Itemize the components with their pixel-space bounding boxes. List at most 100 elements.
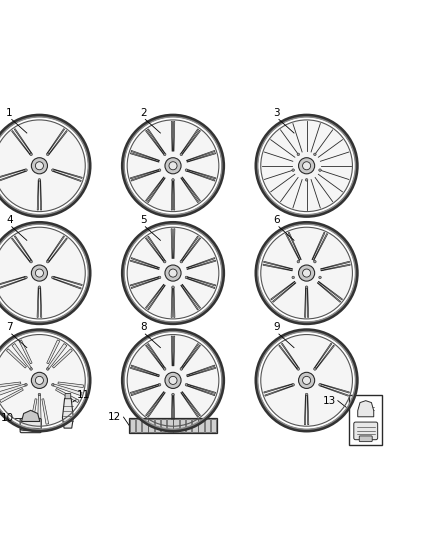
Circle shape (127, 227, 219, 319)
Circle shape (303, 269, 311, 277)
Bar (129, 418, 217, 432)
Polygon shape (182, 177, 201, 201)
Polygon shape (318, 281, 343, 300)
Polygon shape (148, 344, 165, 368)
Polygon shape (30, 399, 37, 424)
Polygon shape (182, 130, 201, 155)
Polygon shape (358, 401, 374, 417)
Polygon shape (171, 122, 173, 151)
Circle shape (319, 169, 321, 172)
Circle shape (46, 368, 49, 370)
Bar (205, 419, 210, 432)
Circle shape (25, 383, 27, 386)
Circle shape (163, 261, 166, 263)
Polygon shape (40, 180, 42, 210)
Polygon shape (12, 343, 32, 369)
Text: 6: 6 (273, 215, 280, 225)
Circle shape (52, 383, 54, 386)
Polygon shape (131, 278, 159, 288)
Circle shape (299, 158, 314, 174)
Polygon shape (187, 150, 215, 161)
Polygon shape (182, 284, 201, 309)
Polygon shape (321, 384, 350, 393)
Polygon shape (264, 261, 293, 269)
Polygon shape (182, 345, 201, 369)
Circle shape (292, 383, 294, 386)
Polygon shape (173, 180, 175, 210)
Polygon shape (187, 367, 215, 377)
Polygon shape (271, 281, 295, 300)
Polygon shape (187, 169, 215, 179)
Polygon shape (62, 398, 74, 428)
Polygon shape (145, 284, 164, 309)
Polygon shape (0, 384, 26, 395)
Bar (136, 419, 141, 432)
Polygon shape (131, 384, 159, 393)
Bar (155, 419, 160, 432)
Polygon shape (53, 169, 82, 179)
Polygon shape (171, 229, 173, 259)
Circle shape (172, 179, 174, 181)
Ellipse shape (20, 428, 41, 431)
Polygon shape (171, 180, 173, 210)
Bar (350, 394, 382, 445)
Polygon shape (181, 177, 198, 203)
Polygon shape (173, 287, 175, 317)
Circle shape (292, 276, 294, 279)
Circle shape (297, 261, 300, 263)
Circle shape (169, 376, 177, 384)
Circle shape (297, 368, 300, 370)
Circle shape (314, 368, 316, 370)
Circle shape (305, 393, 308, 395)
Polygon shape (187, 260, 215, 270)
Polygon shape (58, 382, 84, 387)
Polygon shape (181, 129, 198, 154)
Circle shape (261, 335, 353, 426)
Polygon shape (187, 278, 215, 288)
Polygon shape (181, 392, 198, 417)
Polygon shape (264, 384, 293, 393)
Polygon shape (14, 236, 32, 261)
Polygon shape (47, 128, 64, 154)
Circle shape (305, 179, 308, 181)
Polygon shape (173, 229, 175, 259)
Polygon shape (47, 343, 67, 369)
Circle shape (35, 269, 43, 277)
Polygon shape (181, 344, 198, 368)
Polygon shape (182, 238, 201, 262)
Polygon shape (182, 392, 201, 416)
Circle shape (165, 373, 181, 389)
Circle shape (0, 120, 85, 212)
Polygon shape (187, 257, 215, 268)
Circle shape (127, 335, 219, 426)
Polygon shape (131, 277, 159, 286)
Circle shape (32, 265, 47, 281)
Text: 10: 10 (1, 413, 14, 423)
Text: 13: 13 (323, 395, 336, 406)
Polygon shape (0, 278, 26, 289)
Text: 9: 9 (273, 322, 280, 332)
Circle shape (319, 276, 321, 279)
Circle shape (261, 120, 353, 212)
Circle shape (163, 153, 166, 156)
Circle shape (46, 261, 49, 263)
Circle shape (35, 161, 43, 170)
Polygon shape (304, 287, 306, 317)
Circle shape (159, 276, 161, 279)
Polygon shape (145, 177, 164, 201)
FancyBboxPatch shape (359, 436, 372, 442)
Bar (180, 419, 185, 432)
Polygon shape (131, 171, 159, 181)
Circle shape (180, 153, 183, 156)
FancyBboxPatch shape (65, 393, 71, 399)
Circle shape (292, 169, 294, 172)
Bar (167, 419, 173, 432)
Polygon shape (21, 410, 40, 422)
Polygon shape (321, 264, 350, 271)
Polygon shape (0, 276, 25, 286)
Circle shape (169, 161, 177, 170)
Circle shape (299, 265, 314, 281)
Polygon shape (272, 282, 296, 302)
Polygon shape (14, 128, 32, 154)
Polygon shape (131, 385, 159, 395)
